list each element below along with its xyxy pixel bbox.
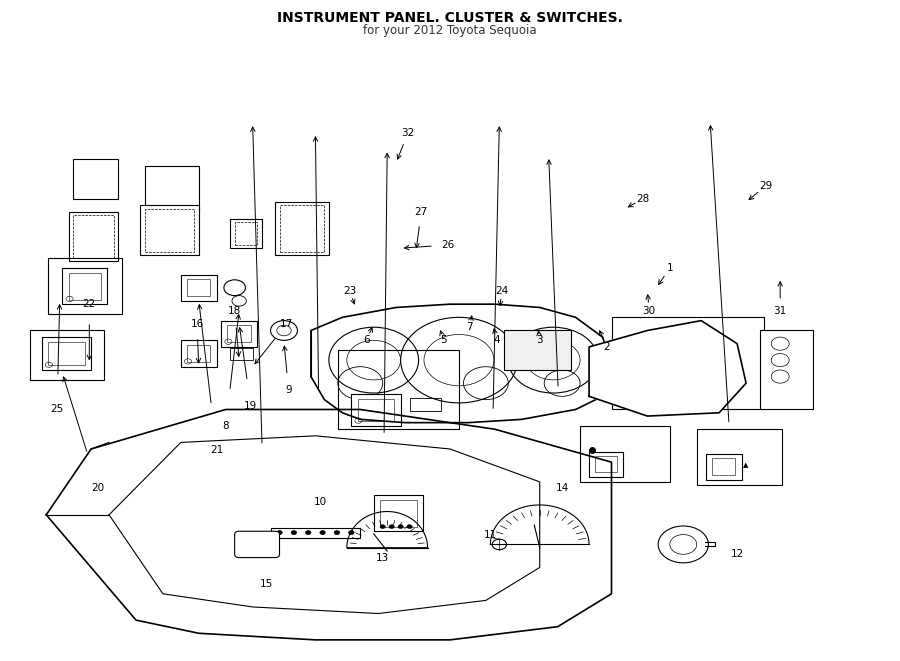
Bar xyxy=(280,206,324,252)
Bar xyxy=(271,528,360,538)
Bar xyxy=(30,330,104,380)
Text: 12: 12 xyxy=(731,549,743,559)
Circle shape xyxy=(320,531,325,535)
Text: 4: 4 xyxy=(493,335,500,346)
Bar xyxy=(338,350,459,429)
Bar xyxy=(181,340,217,367)
Circle shape xyxy=(389,525,394,529)
Bar xyxy=(351,395,400,426)
Circle shape xyxy=(277,531,283,535)
Bar xyxy=(697,429,782,485)
Bar xyxy=(73,159,118,199)
Text: 20: 20 xyxy=(92,483,105,494)
Bar xyxy=(145,209,194,252)
Text: 14: 14 xyxy=(555,483,569,494)
Text: 27: 27 xyxy=(415,207,428,217)
Bar xyxy=(504,330,572,370)
Text: 7: 7 xyxy=(466,322,473,332)
Text: ▲: ▲ xyxy=(743,463,749,469)
Text: 32: 32 xyxy=(401,128,415,138)
Circle shape xyxy=(292,531,297,535)
Bar xyxy=(235,222,257,245)
Bar xyxy=(625,390,697,407)
Text: 15: 15 xyxy=(259,579,273,589)
Text: 19: 19 xyxy=(244,401,257,411)
Bar xyxy=(140,206,199,254)
Bar xyxy=(41,337,91,370)
Bar xyxy=(611,317,764,409)
Text: 24: 24 xyxy=(495,286,508,296)
Circle shape xyxy=(305,531,310,535)
Text: 11: 11 xyxy=(484,529,497,539)
Bar xyxy=(625,373,647,387)
Bar xyxy=(410,398,441,410)
Text: 22: 22 xyxy=(83,299,96,309)
Bar xyxy=(275,202,328,254)
Text: 17: 17 xyxy=(280,319,293,329)
Circle shape xyxy=(348,531,354,535)
Text: 5: 5 xyxy=(440,335,447,346)
Bar xyxy=(62,268,107,304)
Bar xyxy=(712,458,735,475)
Bar xyxy=(73,215,113,258)
Text: 29: 29 xyxy=(760,180,772,190)
Text: INSTRUMENT PANEL. CLUSTER & SWITCHES.: INSTRUMENT PANEL. CLUSTER & SWITCHES. xyxy=(277,11,623,25)
Text: 8: 8 xyxy=(222,421,229,431)
Bar xyxy=(187,345,211,362)
Text: 10: 10 xyxy=(313,496,327,506)
Text: 21: 21 xyxy=(210,446,223,455)
Text: 13: 13 xyxy=(376,553,390,563)
Text: 28: 28 xyxy=(636,194,650,204)
Circle shape xyxy=(380,525,385,529)
Bar xyxy=(580,426,670,482)
Circle shape xyxy=(334,531,339,535)
Bar xyxy=(68,212,118,261)
Bar xyxy=(374,495,423,531)
Bar xyxy=(380,500,417,527)
Bar xyxy=(68,272,101,299)
Bar xyxy=(590,451,623,477)
Text: 2: 2 xyxy=(604,342,610,352)
Polygon shape xyxy=(590,321,746,416)
Text: 18: 18 xyxy=(228,306,241,316)
Text: 6: 6 xyxy=(364,335,370,346)
Bar xyxy=(230,219,262,249)
Text: 30: 30 xyxy=(643,306,656,316)
FancyBboxPatch shape xyxy=(235,531,280,558)
Text: 23: 23 xyxy=(343,286,356,296)
Bar xyxy=(596,456,617,472)
Bar xyxy=(706,453,742,480)
Text: 26: 26 xyxy=(442,240,454,250)
Bar xyxy=(230,348,253,360)
Bar xyxy=(48,342,85,366)
Bar xyxy=(221,321,257,347)
Bar xyxy=(181,274,217,301)
Text: 3: 3 xyxy=(536,335,543,346)
Circle shape xyxy=(407,525,412,529)
Text: 16: 16 xyxy=(191,319,203,329)
Text: 1: 1 xyxy=(667,263,673,273)
Bar xyxy=(48,258,122,314)
Bar xyxy=(187,279,211,296)
Bar xyxy=(760,330,814,409)
Text: 31: 31 xyxy=(774,306,787,316)
Text: 25: 25 xyxy=(50,405,64,414)
Bar xyxy=(357,399,394,421)
Bar xyxy=(145,166,199,212)
Text: 9: 9 xyxy=(285,385,292,395)
Circle shape xyxy=(398,525,403,529)
Text: for your 2012 Toyota Sequoia: for your 2012 Toyota Sequoia xyxy=(364,24,536,38)
Bar xyxy=(228,325,251,342)
